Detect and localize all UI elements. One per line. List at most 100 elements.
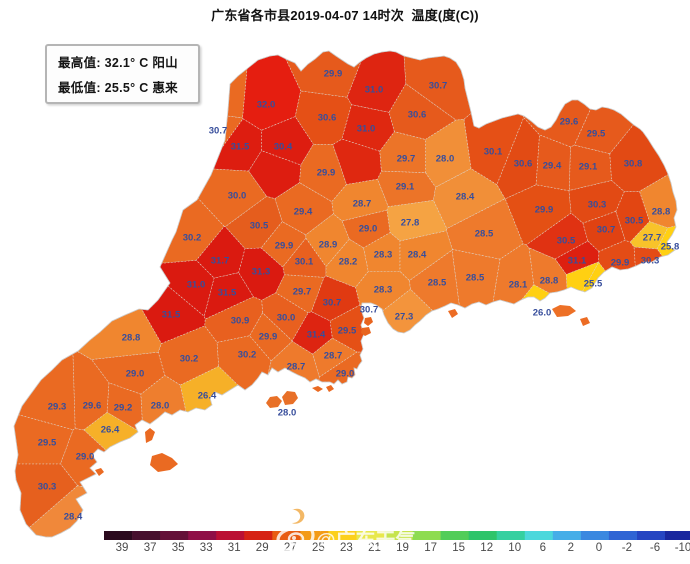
svg-text:29.7: 29.7 — [293, 287, 312, 298]
svg-text:29.6: 29.6 — [83, 401, 102, 412]
svg-text:30.8: 30.8 — [624, 159, 643, 170]
svg-text:29.4: 29.4 — [294, 207, 313, 218]
svg-text:29: 29 — [256, 542, 269, 554]
svg-text:31.5: 31.5 — [231, 142, 250, 153]
svg-text:35: 35 — [172, 542, 185, 554]
svg-text:39: 39 — [116, 542, 129, 554]
svg-text:29.9: 29.9 — [611, 258, 630, 269]
svg-text:-10: -10 — [675, 542, 690, 554]
svg-text:29.0: 29.0 — [336, 369, 355, 380]
svg-text:2: 2 — [568, 542, 574, 554]
svg-text:28.0: 28.0 — [436, 154, 455, 165]
svg-text:29.0: 29.0 — [126, 369, 145, 380]
svg-text:28.8: 28.8 — [652, 207, 671, 218]
svg-text:30.0: 30.0 — [228, 191, 247, 202]
svg-text:30.7: 30.7 — [209, 126, 228, 137]
svg-text:29.5: 29.5 — [587, 129, 606, 140]
svg-text:27.7: 27.7 — [643, 233, 662, 244]
svg-text:28.4: 28.4 — [456, 192, 475, 203]
svg-text:30.2: 30.2 — [180, 354, 199, 365]
svg-text:28.1: 28.1 — [509, 280, 528, 291]
svg-text:30.6: 30.6 — [318, 113, 337, 124]
svg-text:30.5: 30.5 — [250, 221, 269, 232]
svg-text:27.8: 27.8 — [401, 218, 420, 229]
svg-text:17: 17 — [424, 542, 437, 554]
svg-text:31.4: 31.4 — [307, 330, 326, 341]
svg-text:28.8: 28.8 — [540, 276, 559, 287]
svg-text:29.9: 29.9 — [275, 241, 294, 252]
svg-text:0: 0 — [596, 542, 602, 554]
svg-text:15: 15 — [452, 542, 465, 554]
svg-text:28.2: 28.2 — [339, 257, 358, 268]
svg-text:30.4: 30.4 — [274, 142, 293, 153]
svg-text:30.1: 30.1 — [295, 257, 314, 268]
svg-text:29.5: 29.5 — [38, 438, 57, 449]
svg-text:28.7: 28.7 — [287, 362, 306, 373]
svg-text:25.8: 25.8 — [661, 242, 680, 253]
svg-text:37: 37 — [144, 542, 157, 554]
svg-text:12: 12 — [480, 542, 493, 554]
svg-text:28.5: 28.5 — [428, 278, 447, 289]
svg-text:30.1: 30.1 — [484, 147, 503, 158]
svg-text:31.0: 31.0 — [187, 280, 206, 291]
svg-text:33: 33 — [200, 542, 213, 554]
svg-text:30.6: 30.6 — [514, 159, 533, 170]
svg-text:28.3: 28.3 — [374, 285, 393, 296]
svg-text:31.5: 31.5 — [162, 310, 181, 321]
svg-text:19: 19 — [396, 542, 409, 554]
svg-text:29.3: 29.3 — [48, 402, 67, 413]
svg-text:32.0: 32.0 — [257, 100, 276, 111]
svg-text:30.7: 30.7 — [429, 81, 448, 92]
svg-text:21: 21 — [368, 542, 381, 554]
svg-text:28.8: 28.8 — [122, 333, 141, 344]
svg-text:30.6: 30.6 — [408, 110, 427, 121]
svg-text:29.6: 29.6 — [560, 117, 579, 128]
svg-text:30.3: 30.3 — [588, 200, 607, 211]
svg-text:29.9: 29.9 — [324, 69, 343, 80]
svg-text:28.7: 28.7 — [324, 351, 343, 362]
svg-text:30.9: 30.9 — [231, 316, 250, 327]
svg-text:29.1: 29.1 — [396, 182, 415, 193]
svg-text:29.0: 29.0 — [76, 452, 95, 463]
svg-text:28.5: 28.5 — [475, 229, 494, 240]
svg-text:31.5: 31.5 — [218, 288, 237, 299]
svg-text:26.0: 26.0 — [533, 308, 552, 319]
svg-text:31.3: 31.3 — [252, 267, 271, 278]
svg-text:27.3: 27.3 — [395, 312, 414, 323]
svg-text:28.0: 28.0 — [151, 401, 170, 412]
svg-text:25.5: 25.5 — [584, 279, 603, 290]
svg-text:29.0: 29.0 — [359, 224, 378, 235]
svg-text:23: 23 — [340, 542, 353, 554]
svg-text:30.7: 30.7 — [597, 225, 616, 236]
svg-text:30.0: 30.0 — [277, 313, 296, 324]
svg-text:30.3: 30.3 — [641, 256, 660, 267]
svg-text:-2: -2 — [622, 542, 632, 554]
svg-text:31.0: 31.0 — [365, 85, 384, 96]
svg-text:6: 6 — [540, 542, 546, 554]
svg-text:30.7: 30.7 — [360, 305, 379, 316]
svg-text:26.4: 26.4 — [198, 391, 217, 402]
svg-text:29.4: 29.4 — [543, 161, 562, 172]
svg-text:29.9: 29.9 — [535, 205, 554, 216]
svg-text:31.0: 31.0 — [357, 124, 376, 135]
svg-text:28.5: 28.5 — [466, 273, 485, 284]
svg-text:28.4: 28.4 — [64, 512, 83, 523]
svg-text:29.9: 29.9 — [317, 168, 336, 179]
svg-text:30.5: 30.5 — [557, 236, 576, 247]
svg-text:29.9: 29.9 — [259, 332, 278, 343]
svg-text:@广东天气: @广东天气 — [316, 528, 416, 552]
svg-text:31: 31 — [228, 542, 241, 554]
svg-text:28.3: 28.3 — [374, 250, 393, 261]
svg-text:30.5: 30.5 — [625, 216, 644, 227]
svg-text:29.1: 29.1 — [579, 162, 598, 173]
svg-text:28.0: 28.0 — [278, 408, 297, 419]
svg-text:29.5: 29.5 — [338, 326, 357, 337]
svg-text:31.7: 31.7 — [211, 256, 230, 267]
svg-text:-6: -6 — [650, 542, 660, 554]
svg-text:31.1: 31.1 — [568, 256, 587, 267]
svg-text:28.4: 28.4 — [408, 250, 427, 261]
svg-text:30.2: 30.2 — [238, 350, 257, 361]
svg-text:30.2: 30.2 — [183, 233, 202, 244]
svg-text:30.3: 30.3 — [38, 482, 57, 493]
svg-text:10: 10 — [508, 542, 521, 554]
